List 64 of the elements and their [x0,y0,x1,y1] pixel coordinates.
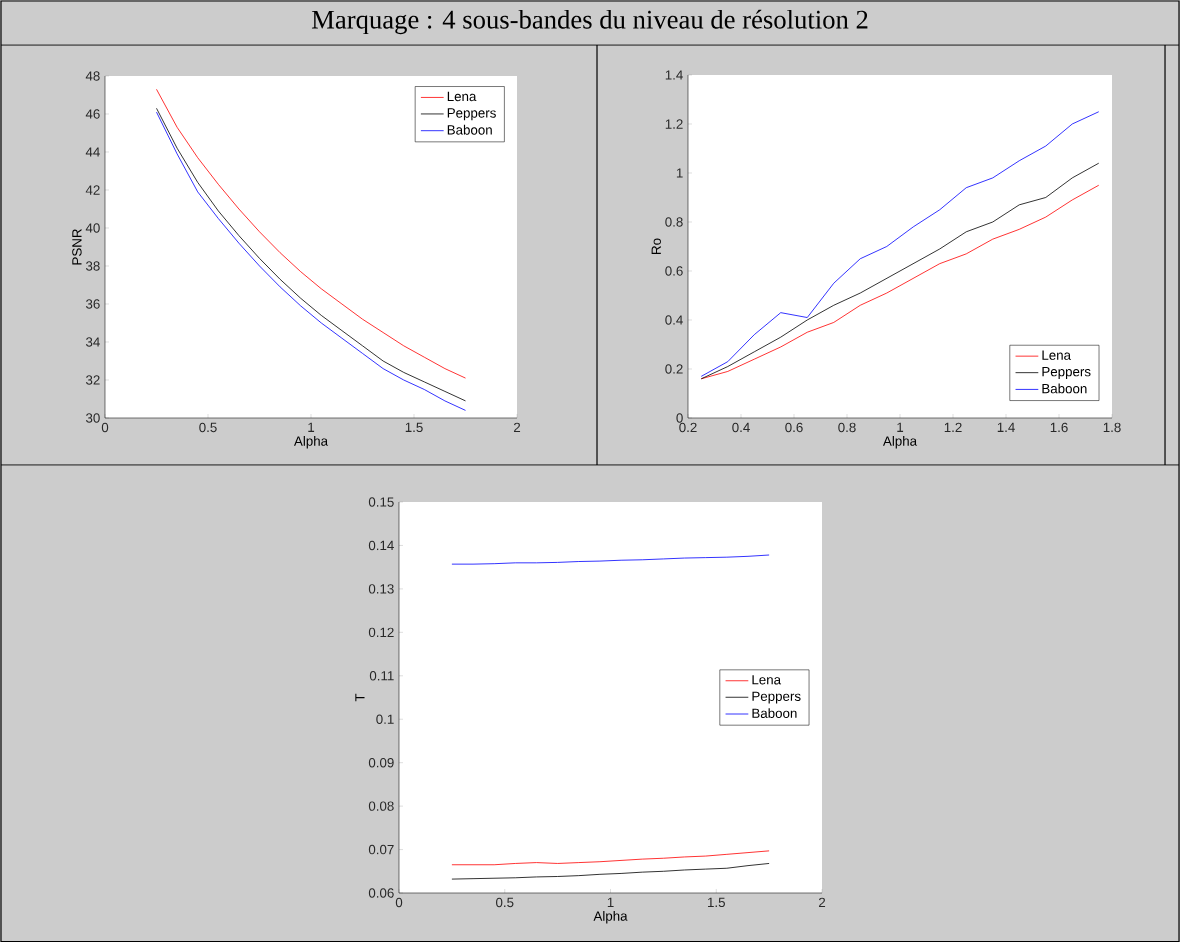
legend-label: Lena [752,675,782,685]
y-tick-label: 0.07 [368,844,394,855]
y-tick-label: 0.12 [368,627,394,638]
text: Marquage : 4 sous-bandes du niveau de résolution 2 [311,9,868,35]
y-tick-label: 34 [85,337,100,347]
legend-label: Peppers [447,108,496,121]
x-tick-label: 1.8 [1103,422,1121,433]
y-tick-label: 1.4 [665,70,683,80]
y-tick-label: 0.11 [369,671,394,681]
x-tick-label: 0.5 [199,422,217,433]
y-axis-title: T [355,693,365,702]
y-tick-label: 0.15 [368,497,394,507]
x-tick-label: 1.6 [1050,422,1068,433]
y-tick-label: 1 [676,168,683,178]
y-tick-label: 38 [85,261,100,271]
y-tick-label: 36 [85,299,100,309]
x-tick-label: 1 [607,897,614,907]
legend-label: Baboon [752,708,797,718]
x-tick-label: 0 [101,422,109,433]
legend-label: Peppers [1042,367,1091,379]
line-series [451,554,770,565]
y-tick-label: 1.2 [665,119,683,129]
y-axis-title: PSNR [72,229,82,265]
y-tick-label: 40 [85,223,100,233]
legend-label: Baboon [1042,383,1087,394]
legend-label: Lena [1042,350,1072,360]
y-tick-label: 48 [85,71,100,81]
y-tick-label: 0.6 [665,266,683,276]
y-tick-label: 42 [85,185,100,195]
x-axis-title: Alpha [293,435,329,449]
x-tick-label: 0.5 [496,897,514,908]
x-tick-label: 0 [395,897,403,908]
x-tick-label: 1 [897,422,904,432]
y-tick-label: 0.2 [665,364,683,374]
x-tick-label: 1.2 [944,422,962,432]
y-tick-label: 32 [85,375,100,385]
y-tick-label: 0 [676,413,683,423]
y-tick-label: 0.8 [665,217,683,227]
y-axis-title: Ro [651,238,661,254]
y-tick-label: 46 [85,109,100,119]
legend-label: Lena [447,91,477,102]
y-tick-label: 0.09 [368,757,394,768]
y-tick-label: 30 [85,413,100,423]
y-tick-label: 44 [85,147,100,157]
x-tick-label: 2 [818,897,826,907]
y-tick-label: 0.13 [368,584,394,594]
legend-label: Baboon [447,124,492,135]
x-tick-label: 1.4 [997,422,1015,432]
y-tick-label: 0.14 [368,540,394,551]
x-tick-label: 1 [308,422,315,432]
x-axis-title: Alpha [593,910,628,924]
x-tick-label: 0.4 [732,422,750,433]
x-tick-label: 0.8 [838,422,856,433]
x-axis-title: Alpha [882,435,918,449]
legend-label: Peppers [752,691,801,704]
y-tick-label: 0.1 [376,714,394,724]
x-tick-label: 2 [513,422,521,432]
y-tick-label: 0.06 [368,888,394,898]
y-tick-label: 0.08 [368,801,394,811]
x-tick-label: 0.6 [785,422,803,433]
line-series [700,111,1100,377]
y-tick-label: 0.4 [665,315,683,325]
x-tick-label: 1.5 [708,897,725,907]
x-tick-label: 1.5 [405,422,423,432]
